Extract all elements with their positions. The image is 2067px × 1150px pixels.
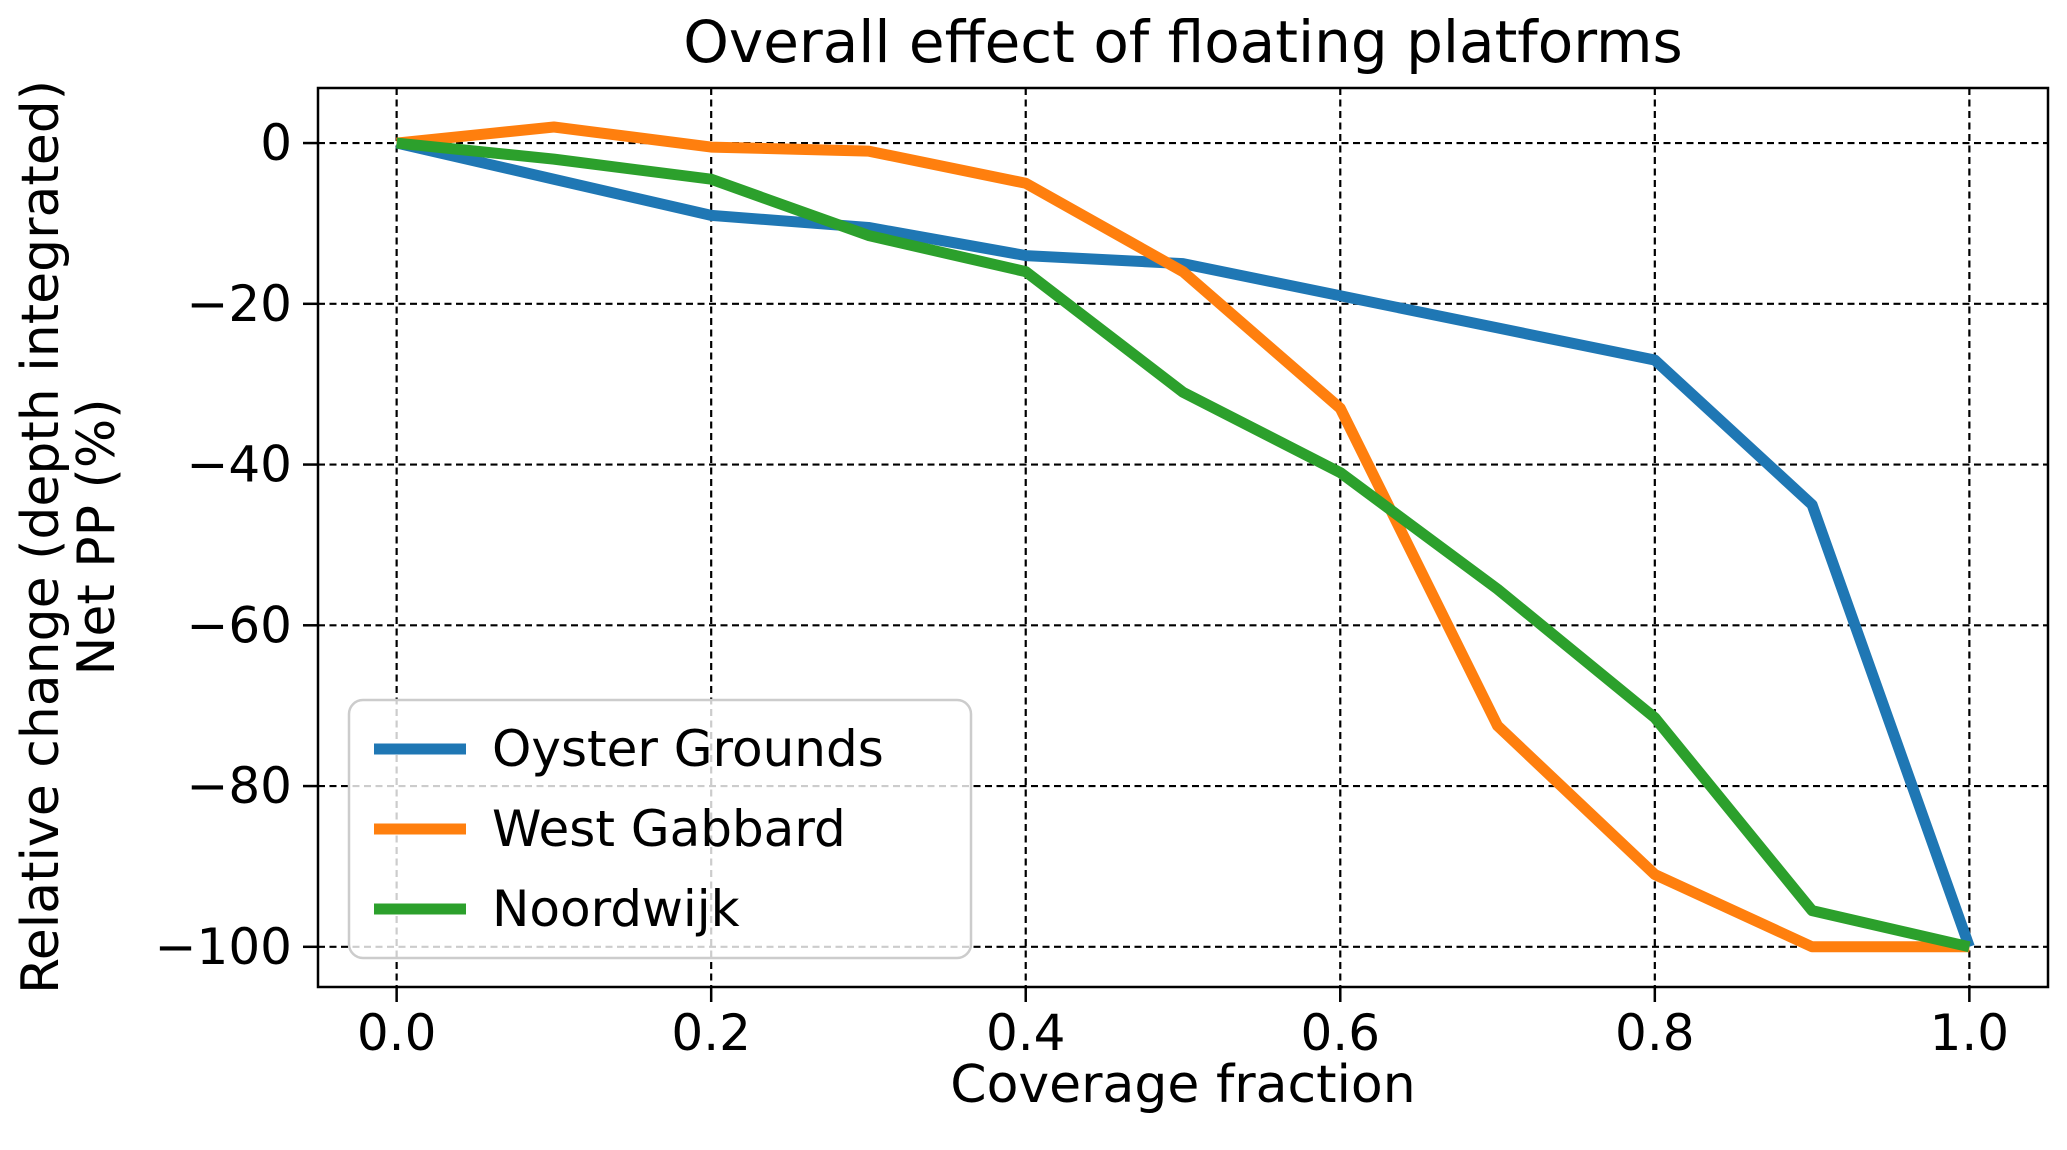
series-line-oyster-grounds (395, 137, 1975, 949)
axes-spine (316, 86, 2050, 989)
y-tick-label: −80 (186, 757, 292, 815)
legend-item-noordwijk: Noordwijk (374, 880, 740, 938)
y-tick-label: −40 (186, 436, 292, 494)
x-tick-label: 0.6 (1301, 1004, 1381, 1062)
legend-label: West Gabbard (492, 800, 846, 858)
x-tick-label: 0.8 (1615, 1004, 1695, 1062)
y-tick-label: −20 (186, 275, 292, 333)
y-tick-label: −100 (155, 918, 292, 976)
y-tick-label: −60 (186, 596, 292, 654)
y-axis-label-line2: Net PP (%) (67, 398, 127, 675)
legend-item-oyster-grounds: Oyster Grounds (374, 720, 884, 778)
series-line-noordwijk (396, 137, 1971, 953)
series-line-west-gabbard (396, 121, 1970, 953)
legend-label: Oyster Grounds (492, 720, 884, 778)
series-layer (395, 121, 1975, 953)
legend-item-west-gabbard: West Gabbard (374, 800, 846, 858)
x-tick-label: 0.0 (357, 1004, 437, 1062)
legend-box (347, 698, 973, 960)
y-axis-label-line1: Relative change (depth integrated) (11, 80, 71, 994)
legend: Oyster Grounds West Gabbard Noordwijk (347, 698, 973, 960)
chart-title: Overall effect of floating platforms (683, 8, 1683, 76)
tick-label-layer: 0.0 0.2 0.4 0.6 0.8 1.0 0 −20 −40 −60 −80 −100 (155, 114, 2009, 1062)
x-tick-label: 0.4 (986, 1004, 1066, 1062)
y-tick-label: 0 (260, 114, 292, 172)
x-tick-label: 0.2 (671, 1004, 751, 1062)
legend-label: Noordwijk (492, 880, 740, 938)
x-axis-label: Coverage fraction (950, 1055, 1415, 1115)
x-tick-label: 1.0 (1930, 1004, 2010, 1062)
tick-layer (303, 141, 1971, 1002)
